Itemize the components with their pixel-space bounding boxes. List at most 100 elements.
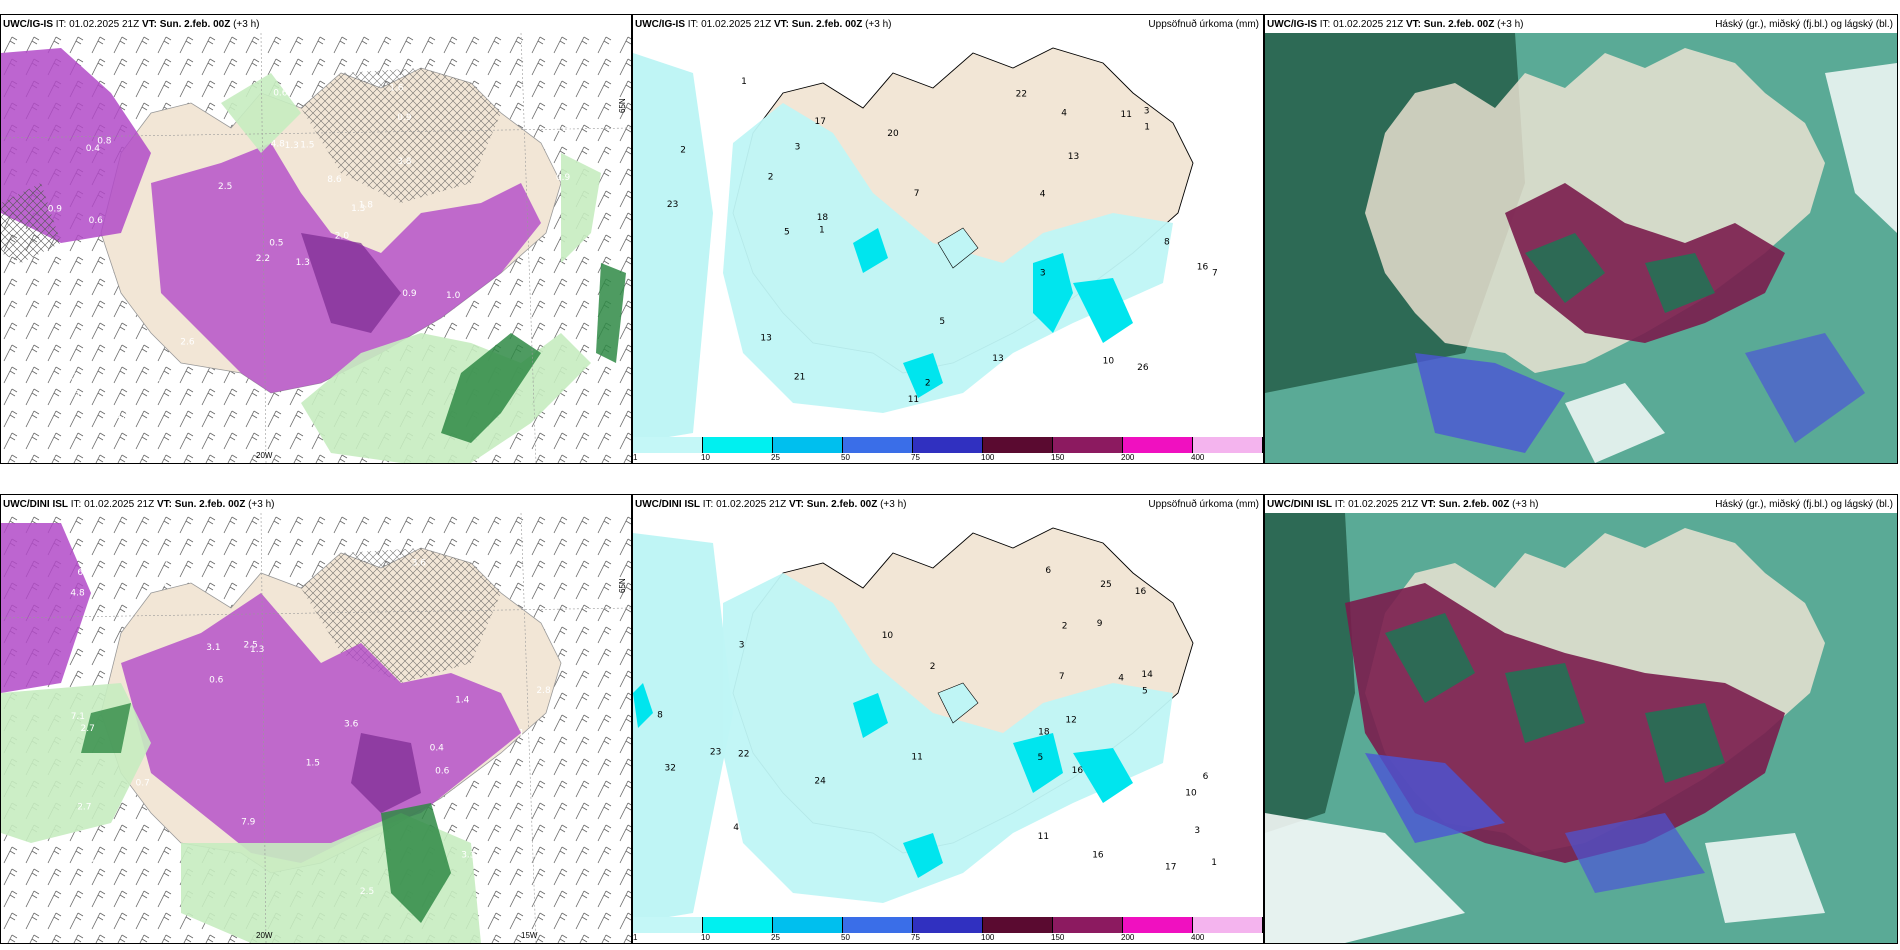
panel-header: UWC/DINI ISL IT: 01.02.2025 21Z VT: Sun.… — [1267, 499, 1893, 510]
colorbar-tick: 75 — [911, 453, 920, 462]
colorbar-tick: 25 — [771, 453, 780, 462]
colorbar-tick: 10 — [701, 933, 710, 942]
value-label: 3.0 — [155, 374, 170, 384]
value-label: 1.3 — [296, 258, 310, 268]
value-label: 2.2 — [256, 254, 270, 264]
panel-title-right: Háský (gr.), miðský (fj.bl.) og lágský (… — [1715, 499, 1893, 510]
value-label: 3 — [795, 143, 801, 153]
wind-precip-map[interactable]: 20W 15W 65N 0.4 1.5 3.5 1.7 1.3 3.3 2.7 3.6 3.1 2… — [1, 513, 631, 943]
value-label: 6 — [1045, 566, 1051, 576]
value-label: 5 — [784, 228, 790, 238]
colorbar-tick: 100 — [981, 453, 995, 462]
value-label: 1 — [1144, 123, 1150, 133]
value-label: 1.5 — [300, 141, 314, 151]
value-label: 3.8 — [397, 157, 412, 167]
precip-panel-row2: UWC/DINI ISL IT: 01.02.2025 21Z VT: Sun.… — [632, 494, 1264, 944]
value-label: 2 — [768, 172, 774, 182]
value-label: 16 — [1135, 587, 1147, 597]
value-label: 0.5 — [534, 754, 548, 764]
colorbar-swatch — [703, 437, 773, 453]
value-label: 20 — [887, 129, 899, 139]
value-label: 2.6 — [180, 337, 195, 347]
value-label: 16 — [1197, 262, 1209, 272]
value-label: 13 — [760, 334, 771, 344]
colorbar-tick: 200 — [1121, 933, 1135, 942]
colorbar-tick: 50 — [841, 933, 850, 942]
value-label: 3 — [1040, 269, 1046, 279]
value-label: 1.5 — [116, 411, 130, 421]
cloud-panel-row1: UWC/IG-IS IT: 01.02.2025 21Z VT: Sun. 2.… — [1264, 14, 1898, 464]
colorbar-tick: 50 — [841, 453, 850, 462]
value-label: 4 — [733, 823, 739, 833]
value-label: 4 — [1061, 108, 1067, 118]
wind-precip-map[interactable]: 20W 65N 1.3 0.4 0.5 1.1 1.3 2.6 1.6 1.5 0.9 2.0 0.… — [1, 33, 631, 463]
colorbar-tick: 100 — [981, 933, 995, 942]
colorbar-swatch — [1053, 917, 1123, 933]
value-label: 17 — [1165, 862, 1176, 872]
value-label: 3.1 — [206, 643, 220, 653]
value-label: 1.3 — [285, 141, 299, 151]
value-label: 10 — [1103, 357, 1115, 367]
colorbar-tick: 75 — [911, 933, 920, 942]
colorbar-swatch — [633, 917, 703, 933]
value-label: 11 — [1038, 832, 1049, 842]
value-label: 0.9 — [397, 113, 412, 123]
lat-label: 65N — [618, 578, 627, 593]
value-label: 2.5 — [360, 887, 374, 897]
cloud-cover-map[interactable] — [1265, 513, 1897, 943]
value-label: 8 — [1164, 237, 1170, 247]
value-label: 11 — [1121, 110, 1132, 120]
cloud-panel-row2: UWC/DINI ISL IT: 01.02.2025 21Z VT: Sun.… — [1264, 494, 1898, 944]
value-label: 5 — [1038, 753, 1044, 763]
value-label: 7 — [1059, 672, 1065, 682]
cloud-cover-map[interactable] — [1265, 33, 1897, 463]
value-label: 2.7 — [77, 803, 91, 813]
value-label: 1.0 — [389, 540, 404, 550]
value-label: 2.0 — [335, 231, 350, 241]
value-label: 0.8 — [97, 137, 112, 147]
value-label: 2.5 — [244, 641, 258, 651]
value-label: 7.1 — [71, 712, 85, 722]
colorbar-tick: 1 — [633, 933, 638, 942]
value-label: 1.5 — [306, 759, 320, 769]
value-label: 0.6 — [89, 216, 104, 226]
value-label: 22 — [1016, 90, 1027, 100]
value-label: 3 — [1194, 826, 1200, 836]
panel-header: UWC/IG-IS IT: 01.02.2025 21Z VT: Sun. 2.… — [1267, 19, 1893, 30]
value-label: 1.1 — [65, 372, 79, 382]
value-label: 3.3 — [461, 851, 475, 861]
value-label: 21 — [794, 373, 805, 383]
value-label: 1.3 — [351, 204, 365, 214]
value-label: 1.4 — [455, 696, 470, 706]
value-label: 7 — [914, 189, 920, 199]
value-label: 2.7 — [81, 724, 95, 734]
value-label: 2 — [680, 146, 686, 156]
colorbar-swatch — [1193, 437, 1263, 453]
value-label: 4 — [1118, 674, 1124, 684]
value-label: 0.7 — [153, 569, 167, 579]
value-label: 5 — [939, 317, 945, 327]
value-label: 1.8 — [359, 201, 374, 211]
value-label: 3 — [1144, 107, 1150, 117]
value-label: 0.9 — [556, 173, 571, 183]
accumulated-precip-map[interactable]: 2 3 4 2 11 11 3 1 3 7 16 17 13 13 23 21 18 20 26 13 10 8 7 5 4 2 1… — [633, 33, 1263, 443]
value-label: 4.8 — [271, 140, 286, 150]
precip-value-labels: 1.3 0.4 0.5 1.1 1.3 2.6 1.6 1.5 0.9 2.0 0.8 1.3 0.6 1… — [48, 74, 571, 421]
value-label: 16 — [1072, 766, 1084, 776]
colorbar-swatch — [633, 437, 703, 453]
value-label: 18 — [1038, 727, 1050, 737]
value-label: 8 — [657, 710, 663, 720]
value-label: 3.6 — [412, 558, 427, 568]
panel-title-right: Háský (gr.), miðský (fj.bl.) og lágský (… — [1715, 19, 1893, 30]
accumulated-precip-map[interactable]: 5 6 4 10 11 9 14 2 3 16 12 18 32 16 24 17 16 23 25 10 11 8 7 6 5… — [633, 513, 1263, 923]
colorbar-tick: 10 — [701, 453, 710, 462]
value-label: 2.5 — [218, 182, 232, 192]
colorbar-swatch — [1123, 917, 1193, 933]
colorbar-tick: 150 — [1051, 933, 1065, 942]
colorbar-swatch — [1193, 917, 1263, 933]
colorbar-swatch — [773, 437, 843, 453]
colorbar-tick: 25 — [771, 933, 780, 942]
value-label: 6.5 — [77, 568, 91, 578]
